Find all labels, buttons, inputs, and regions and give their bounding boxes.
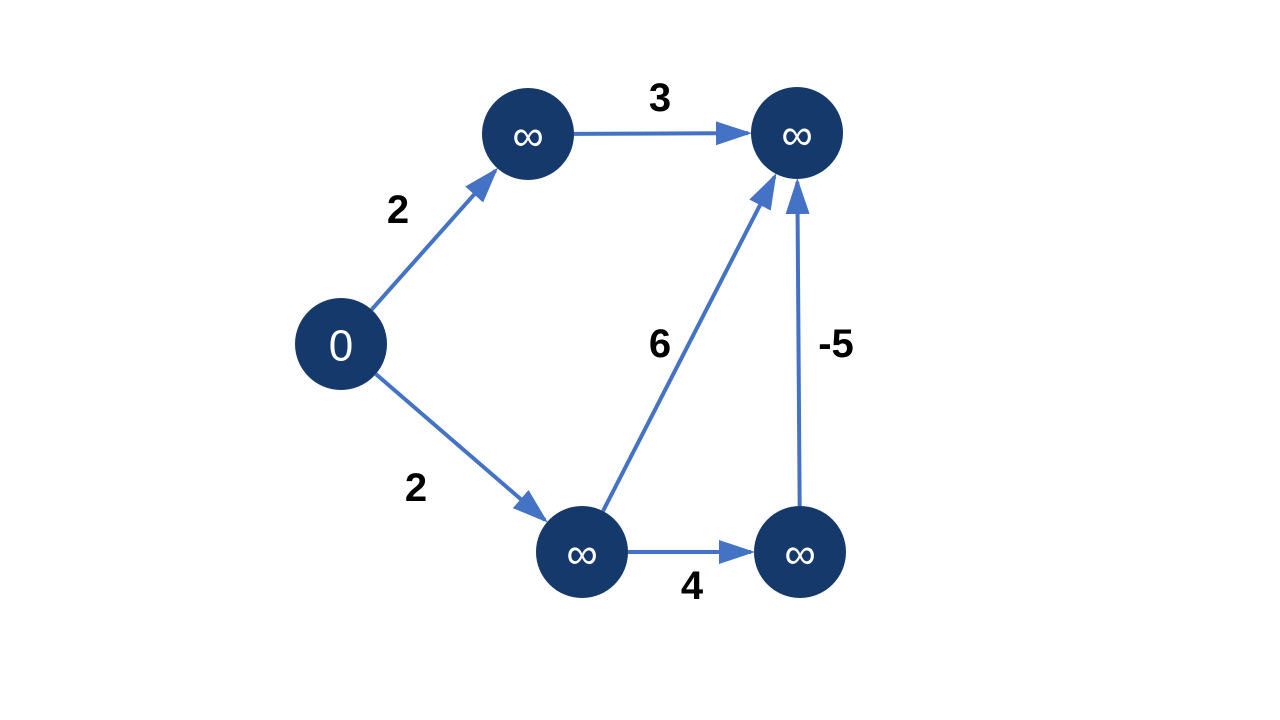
node-label-right: ∞ xyxy=(781,111,812,160)
nodes-layer: 0 ∞ ∞ ∞ ∞ xyxy=(295,87,846,598)
node-src: 0 xyxy=(295,298,387,390)
edge-weight-top-right: 3 xyxy=(649,76,671,120)
node-right: ∞ xyxy=(751,87,843,179)
node-label-br: ∞ xyxy=(784,530,815,579)
edge-src-bot xyxy=(376,374,545,520)
node-bot: ∞ xyxy=(536,506,628,598)
node-br: ∞ xyxy=(754,506,846,598)
edge-br-right xyxy=(797,182,799,506)
edge-weight-src-bot: 2 xyxy=(405,466,427,510)
node-label-top: ∞ xyxy=(512,112,543,161)
edge-weight-src-top: 2 xyxy=(387,188,409,232)
edge-weight-bot-br: 4 xyxy=(681,564,704,608)
edge-bot-right xyxy=(603,177,775,511)
edge-weight-bot-right: 6 xyxy=(649,322,671,366)
node-label-bot: ∞ xyxy=(566,530,597,579)
node-top: ∞ xyxy=(482,88,574,180)
edge-weight-br-right: -5 xyxy=(818,322,854,366)
edge-top-right xyxy=(574,133,748,134)
graph-diagram: 2 3 2 6 4 -5 0 ∞ ∞ ∞ ∞ xyxy=(0,0,1280,720)
node-label-src: 0 xyxy=(329,322,353,371)
edges-layer xyxy=(372,133,800,552)
